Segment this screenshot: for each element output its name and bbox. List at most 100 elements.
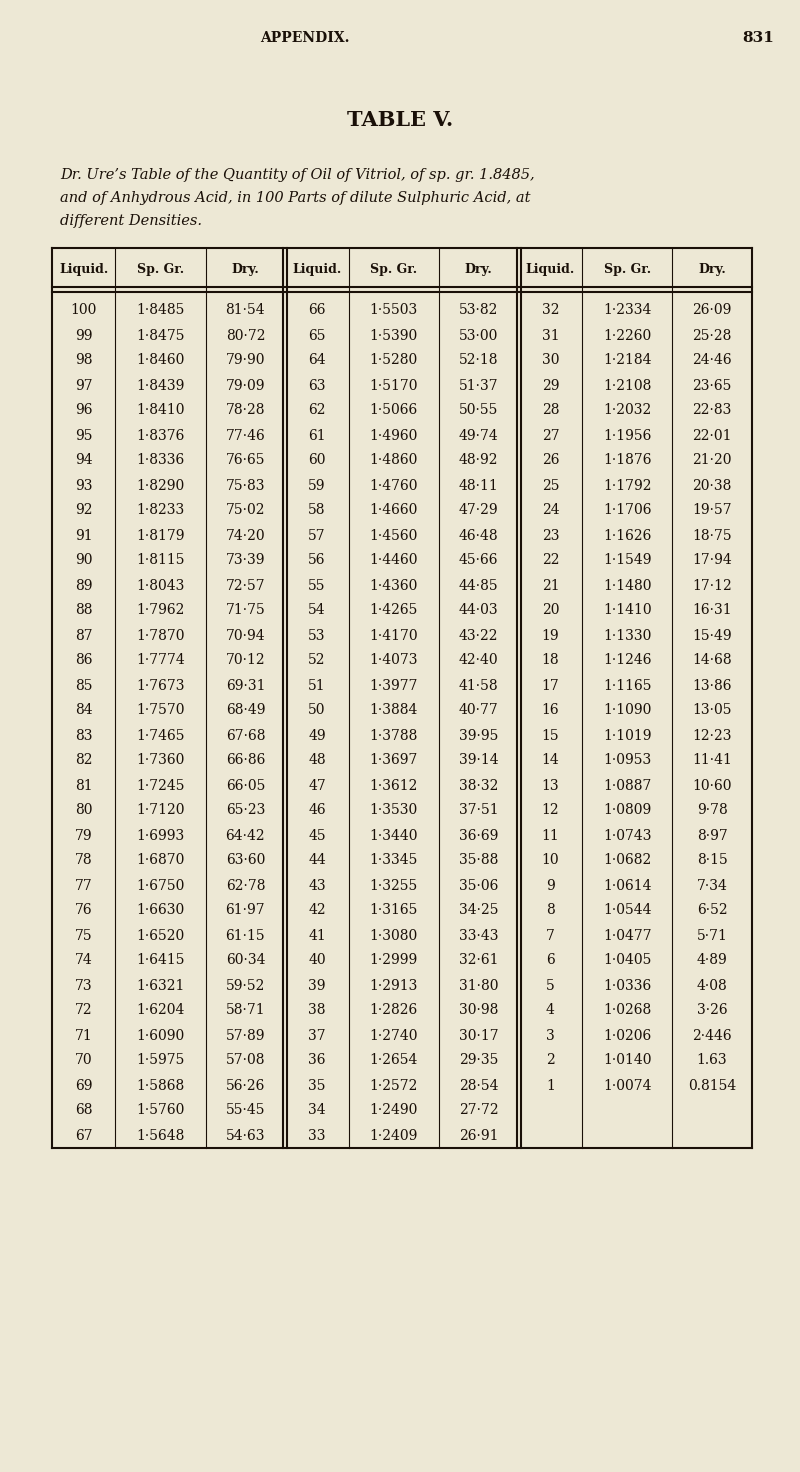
Text: 41·58: 41·58 — [459, 679, 498, 692]
Text: 1·3530: 1·3530 — [370, 804, 418, 817]
Text: 1·0140: 1·0140 — [603, 1054, 651, 1067]
Text: 1·8475: 1·8475 — [136, 328, 185, 343]
Text: 44: 44 — [308, 854, 326, 867]
Text: 1·5503: 1·5503 — [370, 303, 418, 318]
Text: 1·8410: 1·8410 — [136, 403, 185, 418]
Text: 1·6993: 1·6993 — [136, 829, 185, 842]
Text: 3·26: 3·26 — [697, 1004, 727, 1017]
Text: 26·91: 26·91 — [459, 1129, 498, 1142]
Text: 51: 51 — [308, 679, 326, 692]
Text: 44·03: 44·03 — [459, 604, 498, 617]
Text: 86: 86 — [75, 654, 93, 667]
Text: 51·37: 51·37 — [459, 378, 498, 393]
Text: 1·1165: 1·1165 — [603, 679, 651, 692]
Text: 80·72: 80·72 — [226, 328, 265, 343]
Text: 81: 81 — [75, 779, 93, 792]
Text: 1·0953: 1·0953 — [603, 754, 651, 767]
Text: 1·2826: 1·2826 — [370, 1004, 418, 1017]
Text: 4·89: 4·89 — [697, 954, 727, 967]
Text: 84: 84 — [75, 704, 93, 717]
Text: 8: 8 — [546, 904, 554, 917]
Text: 1·7870: 1·7870 — [136, 629, 185, 642]
Text: 28: 28 — [542, 403, 559, 418]
Text: 5: 5 — [546, 979, 554, 992]
Text: 69·31: 69·31 — [226, 679, 265, 692]
Text: 62: 62 — [308, 403, 326, 418]
Text: 1·7360: 1·7360 — [136, 754, 185, 767]
Text: Dry.: Dry. — [231, 262, 259, 275]
Text: 33: 33 — [308, 1129, 326, 1142]
Text: 1·3612: 1·3612 — [370, 779, 418, 792]
Text: 76·65: 76·65 — [226, 453, 265, 468]
Text: 22·83: 22·83 — [693, 403, 732, 418]
Text: Dr. Ure’s Table of the Quantity of Oil of Vitriol, of sp. gr. 1.8485,: Dr. Ure’s Table of the Quantity of Oil o… — [60, 168, 534, 183]
Text: 65·23: 65·23 — [226, 804, 265, 817]
Text: 83: 83 — [75, 729, 93, 742]
Text: 24·46: 24·46 — [692, 353, 732, 368]
Text: 13: 13 — [542, 779, 559, 792]
Text: 48·92: 48·92 — [459, 453, 498, 468]
Text: 1·5760: 1·5760 — [136, 1104, 185, 1117]
Text: 1: 1 — [546, 1079, 555, 1092]
Text: 1·8043: 1·8043 — [136, 578, 185, 593]
Text: 1·3697: 1·3697 — [370, 754, 418, 767]
Text: 63: 63 — [308, 378, 326, 393]
Text: 28·54: 28·54 — [459, 1079, 498, 1092]
Text: 65: 65 — [308, 328, 326, 343]
Text: 1·3080: 1·3080 — [370, 929, 418, 942]
Text: Dry.: Dry. — [465, 262, 493, 275]
Text: 1·8115: 1·8115 — [136, 553, 185, 568]
Text: 60·34: 60·34 — [226, 954, 265, 967]
Text: 1·0809: 1·0809 — [603, 804, 651, 817]
Text: 68: 68 — [75, 1104, 93, 1117]
Text: 77: 77 — [75, 879, 93, 892]
Text: 1·2334: 1·2334 — [603, 303, 651, 318]
Text: 14·68: 14·68 — [692, 654, 732, 667]
Text: 67·68: 67·68 — [226, 729, 265, 742]
Text: 78·28: 78·28 — [226, 403, 265, 418]
Text: 47: 47 — [308, 779, 326, 792]
Text: 30: 30 — [542, 353, 559, 368]
Text: 1·0405: 1·0405 — [603, 954, 651, 967]
Text: 18: 18 — [542, 654, 559, 667]
Text: 32·61: 32·61 — [459, 954, 498, 967]
Text: 1·5066: 1·5066 — [370, 403, 418, 418]
Text: 23·65: 23·65 — [693, 378, 732, 393]
Text: 1·8179: 1·8179 — [136, 528, 185, 543]
Text: 1·8290: 1·8290 — [136, 478, 185, 493]
Text: 45·66: 45·66 — [459, 553, 498, 568]
Text: 1.63: 1.63 — [697, 1054, 727, 1067]
Text: 1·5390: 1·5390 — [370, 328, 418, 343]
Text: 12: 12 — [542, 804, 559, 817]
Text: 48·11: 48·11 — [459, 478, 498, 493]
Text: 1·7774: 1·7774 — [136, 654, 185, 667]
Text: Dry.: Dry. — [698, 262, 726, 275]
Text: 12·23: 12·23 — [692, 729, 732, 742]
Text: 58: 58 — [308, 503, 326, 518]
Text: Liquid.: Liquid. — [293, 262, 342, 275]
Text: 6·52: 6·52 — [697, 904, 727, 917]
Text: 1·1330: 1·1330 — [603, 629, 651, 642]
Text: 40·77: 40·77 — [459, 704, 498, 717]
Text: 95: 95 — [75, 428, 93, 443]
Text: 1·1090: 1·1090 — [603, 704, 651, 717]
Text: 1·1706: 1·1706 — [603, 503, 651, 518]
Text: 29: 29 — [542, 378, 559, 393]
Text: 1·0074: 1·0074 — [603, 1079, 651, 1092]
Text: 92: 92 — [75, 503, 93, 518]
Text: 66·05: 66·05 — [226, 779, 265, 792]
Text: 81·54: 81·54 — [226, 303, 266, 318]
Text: 27: 27 — [542, 428, 559, 443]
Text: 10: 10 — [542, 854, 559, 867]
Text: 23: 23 — [542, 528, 559, 543]
Text: 93: 93 — [75, 478, 93, 493]
Text: 34·25: 34·25 — [459, 904, 498, 917]
Text: 1·2409: 1·2409 — [370, 1129, 418, 1142]
Text: 70: 70 — [75, 1054, 93, 1067]
Text: 87: 87 — [75, 629, 93, 642]
Text: 38: 38 — [308, 1004, 326, 1017]
Text: 1·1246: 1·1246 — [603, 654, 651, 667]
Text: 1·7673: 1·7673 — [136, 679, 185, 692]
Text: 21·20: 21·20 — [692, 453, 732, 468]
Text: 1·2032: 1·2032 — [603, 403, 651, 418]
